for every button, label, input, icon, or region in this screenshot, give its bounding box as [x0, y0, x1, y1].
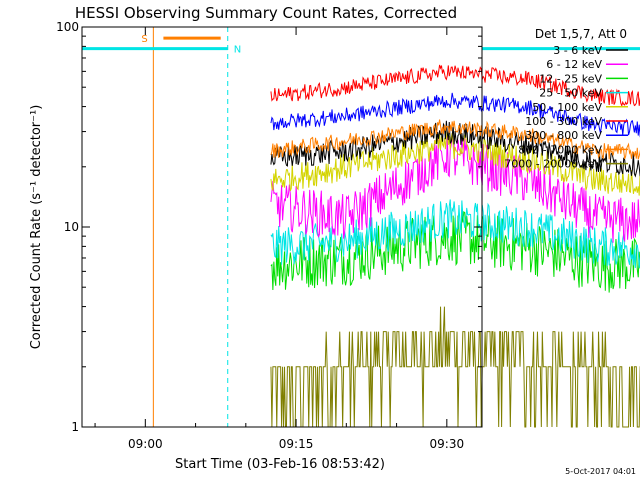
- series-line-8: [270, 306, 640, 428]
- series-line-3: [270, 199, 640, 269]
- s-marker-label: S: [141, 34, 147, 45]
- legend-entry-label: 7000 - 20000 keV: [504, 158, 602, 171]
- legend-entry-label: 300 - 800 keV: [525, 129, 602, 142]
- y-axis-label: Corrected Count Rate (s⁻¹ detector⁻¹): [29, 105, 44, 350]
- y-tick-label: 10: [64, 220, 79, 234]
- footer-date: 5-Oct-2017 04:01: [565, 467, 636, 476]
- legend-title: Det 1,5,7, Att 0: [535, 27, 627, 41]
- series-line-2: [270, 210, 640, 293]
- legend-entry-label: 100 - 300 keV: [525, 115, 602, 128]
- legend-entry-label: 800 - 7000 keV: [518, 143, 602, 156]
- series-line-1: [270, 131, 640, 243]
- chart-title: HESSI Observing Summary Count Rates, Cor…: [75, 4, 457, 22]
- n-marker-label-1: N: [234, 45, 241, 56]
- x-axis-label: Start Time (03-Feb-16 08:53:42): [175, 457, 385, 472]
- y-tick-label: 100: [56, 20, 79, 34]
- legend-entry-label: 25 - 50 keV: [539, 87, 602, 100]
- y-axis-ticks: 1 10 100: [56, 20, 482, 434]
- series-line-6: [270, 92, 640, 138]
- legend-entry-label: 50 - 100 keV: [532, 101, 602, 114]
- legend-entry-label: 6 - 12 keV: [546, 58, 602, 71]
- plot-area: SNF: [82, 27, 640, 428]
- series-line-7: [270, 119, 640, 160]
- x-tick-label: 09:00: [128, 437, 163, 451]
- y-tick-label: 1: [71, 420, 79, 434]
- legend-entry-label: 12 - 25 keV: [539, 72, 602, 85]
- x-axis-ticks: 09:00 09:15 09:30: [94, 27, 465, 451]
- x-tick-label: 09:30: [430, 437, 465, 451]
- x-tick-label: 09:15: [279, 437, 314, 451]
- series-line-4: [270, 131, 640, 196]
- legend-entry-label: 3 - 6 keV: [553, 44, 602, 57]
